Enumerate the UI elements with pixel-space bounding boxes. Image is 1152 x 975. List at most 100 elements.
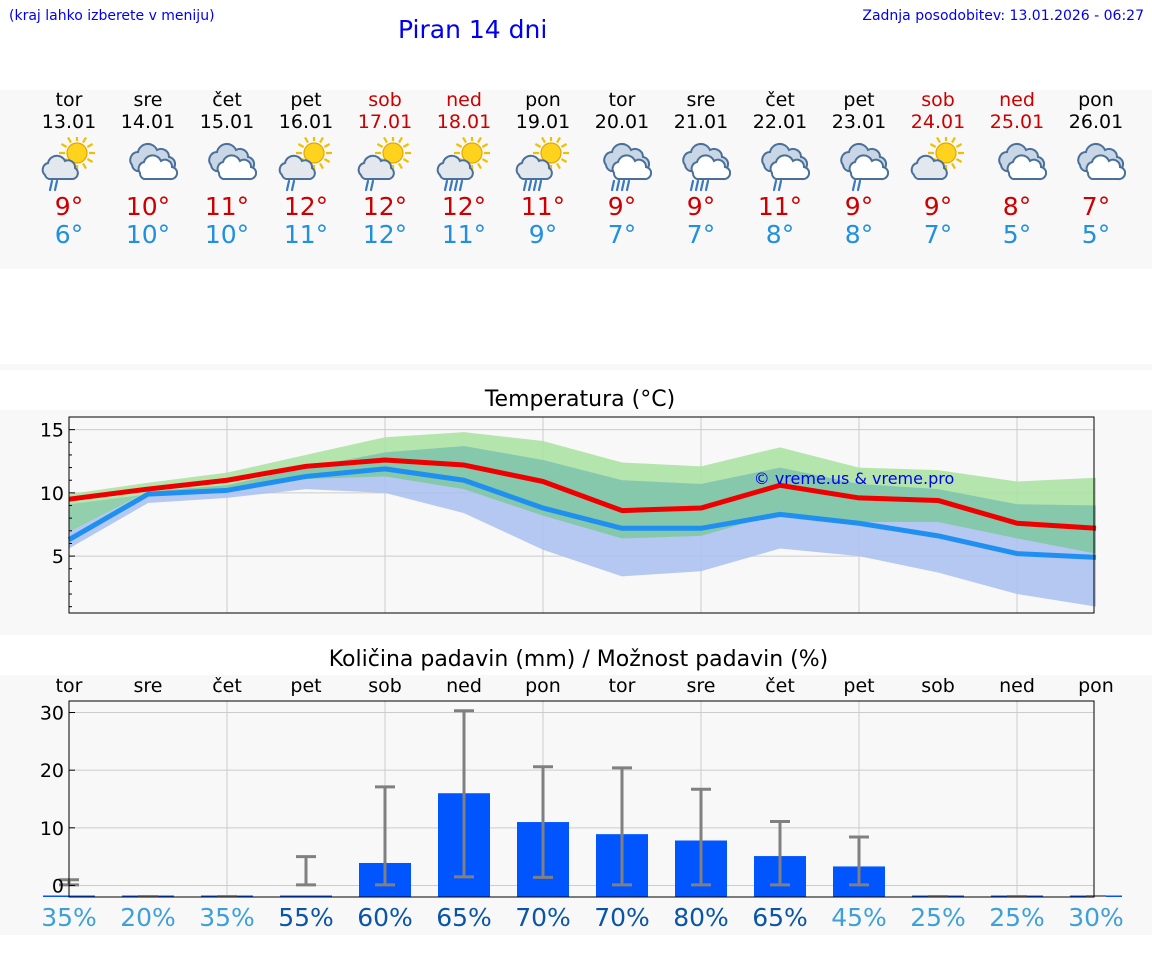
- max-temp: 10°: [125, 192, 171, 221]
- precipitation-probability: 25%: [910, 903, 966, 932]
- forecast-day: tor 13.01 9° 6°: [29, 89, 109, 249]
- precipitation-probability: 80%: [673, 903, 729, 932]
- forecast-day: ned 18.01 12° 11°: [424, 89, 504, 249]
- precipitation-day-label: sre: [133, 675, 163, 697]
- cloud-rain-icon: [761, 142, 810, 192]
- max-temp: 9°: [844, 192, 874, 221]
- precipitation-bar: [280, 895, 332, 897]
- forecast-day: čet 15.01 11° 10°: [187, 89, 267, 249]
- sun-cloud-rain-icon: [41, 137, 95, 192]
- max-temp: 11°: [204, 192, 250, 221]
- precipitation-day-label: čet: [765, 675, 795, 697]
- day-name: sre: [686, 89, 716, 111]
- max-temp: 12°: [362, 192, 408, 221]
- forecast-day: sre 21.01 9° 7°: [661, 89, 741, 249]
- y-tick-label: 0: [52, 875, 64, 897]
- day-name: sre: [133, 89, 163, 111]
- precipitation-chart: 0 10 20 30: [40, 700, 1122, 898]
- day-name: pet: [843, 89, 875, 111]
- day-name: čet: [765, 89, 795, 111]
- max-temp: 11°: [757, 192, 803, 221]
- forecast-day: pet 16.01 12° 11°: [266, 89, 346, 249]
- precipitation-probability: 70%: [515, 903, 571, 932]
- day-date: 26.01: [1068, 111, 1124, 133]
- y-tick-label: 5: [52, 546, 64, 568]
- day-name: sob: [921, 89, 955, 111]
- forecast-day: sre 14.01 10° 10°: [108, 89, 188, 249]
- y-tick-label: 10: [40, 483, 64, 505]
- precipitation-probability: 35%: [199, 903, 255, 932]
- forecast-day: pet 23.01 9° 8°: [819, 89, 899, 249]
- cloudy-icon: [129, 142, 178, 181]
- page-title: Piran 14 dni: [398, 15, 548, 44]
- day-name: ned: [999, 89, 1035, 111]
- temperature-chart-title: Temperatura (°C): [484, 387, 676, 412]
- max-temp: 9°: [607, 192, 637, 221]
- day-date: 17.01: [357, 111, 413, 133]
- plot-area: [69, 701, 1094, 897]
- precipitation-probability: 30%: [1068, 903, 1124, 932]
- precipitation-probability: 55%: [278, 903, 334, 932]
- day-date: 15.01: [199, 111, 255, 133]
- plot-frame: [68, 700, 1095, 898]
- min-temp: 10°: [204, 220, 250, 249]
- min-temp: 11°: [283, 220, 329, 249]
- max-temp: 7°: [1081, 192, 1111, 221]
- precipitation-day-label: čet: [212, 675, 242, 697]
- day-date: 13.01: [41, 111, 97, 133]
- precipitation-day-label: sob: [368, 675, 402, 697]
- min-temp: 9°: [528, 220, 558, 249]
- y-tick-label: 20: [40, 760, 64, 782]
- sun-cloud-rain-icon: [278, 137, 332, 192]
- min-temp: 10°: [125, 220, 171, 249]
- max-temp: 9°: [686, 192, 716, 221]
- precipitation-day-label: tor: [608, 675, 636, 697]
- cloud-heavy-rain-icon: [682, 142, 731, 192]
- min-temp: 6°: [54, 220, 84, 249]
- forecast-day: čet 22.01 11° 8°: [740, 89, 820, 249]
- temperature-chart: 5 10 15 © vreme.us & vreme.pro: [40, 416, 1097, 614]
- sun-cloud-icon: [910, 137, 964, 180]
- precipitation-probability: 65%: [436, 903, 492, 932]
- min-temp: 5°: [1081, 220, 1111, 249]
- day-date: 22.01: [752, 111, 808, 133]
- precipitation-day-label: pet: [843, 675, 875, 697]
- precipitation-day-label: sob: [921, 675, 955, 697]
- y-tick-label: 15: [40, 420, 64, 442]
- cloudy-icon: [998, 142, 1047, 181]
- day-date: 16.01: [278, 111, 334, 133]
- precipitation-probability: 60%: [357, 903, 413, 932]
- sun-cloud-rain-icon: [357, 137, 411, 192]
- day-name: tor: [608, 89, 636, 111]
- day-name: pet: [290, 89, 322, 111]
- day-date: 21.01: [673, 111, 729, 133]
- y-tick-label: 30: [40, 703, 64, 725]
- day-date: 25.01: [989, 111, 1045, 133]
- day-name: pon: [525, 89, 561, 111]
- min-temp: 8°: [765, 220, 795, 249]
- precipitation-day-label: pon: [1078, 675, 1114, 697]
- day-name: pon: [1078, 89, 1114, 111]
- max-temp: 9°: [54, 192, 84, 221]
- last-updated: Zadnja posodobitev: 13.01.2026 - 06:27: [862, 8, 1144, 24]
- forecast-day: pon 26.01 7° 5°: [1056, 89, 1136, 249]
- precipitation-probability: 25%: [989, 903, 1045, 932]
- min-temp-line: [67, 466, 1097, 560]
- precipitation-chart-title: Količina padavin (mm) / Možnost padavin …: [328, 647, 829, 672]
- forecast-day: ned 25.01 8° 5°: [977, 89, 1057, 249]
- y-tick-label: 10: [40, 818, 64, 840]
- forecast-day: tor 20.01 9° 7°: [582, 89, 662, 249]
- plot-frame: [68, 416, 1095, 614]
- precipitation-probability: 35%: [41, 903, 97, 932]
- precipitation-probability: 65%: [752, 903, 808, 932]
- day-name: sob: [368, 89, 402, 111]
- precipitation-day-label: pon: [525, 675, 561, 697]
- location-hint: (kraj lahko izberete v meniju): [9, 8, 215, 24]
- cloud-heavy-rain-icon: [603, 142, 652, 192]
- precipitation-day-label: ned: [999, 675, 1035, 697]
- day-name: ned: [446, 89, 482, 111]
- day-date: 14.01: [120, 111, 176, 133]
- day-date: 24.01: [910, 111, 966, 133]
- day-date: 20.01: [594, 111, 650, 133]
- day-date: 23.01: [831, 111, 887, 133]
